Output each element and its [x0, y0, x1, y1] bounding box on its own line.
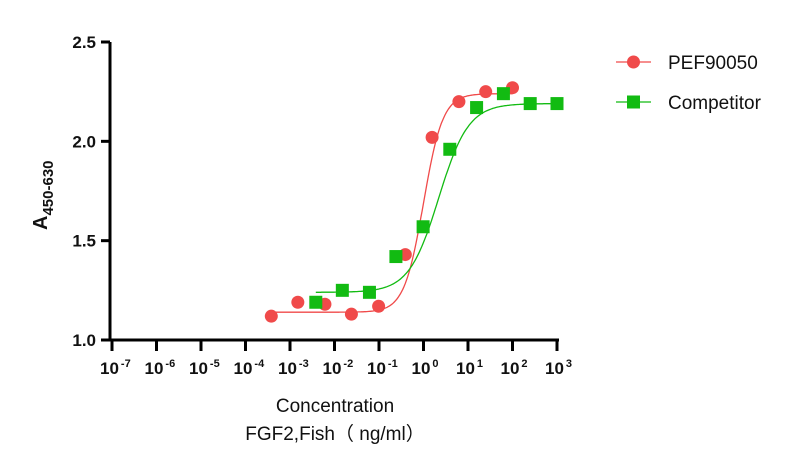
- x-tick-exponent: -6: [165, 358, 175, 370]
- x-axis-label: Concentration: [276, 396, 394, 417]
- fit-curves: [271, 93, 557, 313]
- legend-label: PEF90050: [668, 53, 758, 74]
- x-tick-label: 10 -4: [234, 358, 266, 378]
- data-point-competitor: [550, 97, 564, 111]
- legend: PEF90050 Competitor: [616, 53, 762, 114]
- x-tick-label: 10 1: [456, 358, 483, 378]
- y-tick-label: 1.5: [72, 232, 96, 251]
- axes: [101, 40, 559, 351]
- data-point-competitor: [389, 250, 403, 264]
- data-point-competitor: [416, 220, 430, 234]
- x-tick-exponent: -7: [121, 358, 131, 370]
- y-axis-label-subscript: 450-630: [40, 160, 57, 215]
- x-tick-base: 10: [145, 359, 164, 378]
- x-tick-labels: 10 -7 10 -6 10 -5 10 -4 10 -3 10 -2 10 -1 10 0 10 1 10 2 10 3: [100, 358, 572, 378]
- data-point-pef90050: [264, 309, 278, 323]
- data-point-pef90050: [452, 95, 466, 109]
- legend-item-competitor: Competitor: [616, 93, 762, 114]
- y-tick-label: 1.0: [72, 331, 96, 350]
- x-tick-label: 10 -5: [189, 358, 220, 378]
- data-point-competitor: [335, 283, 349, 297]
- data-point-competitor: [496, 87, 510, 101]
- y-axis-label-main: A: [30, 216, 52, 230]
- x-tick-exponent: 0: [432, 358, 438, 370]
- legend-item-pef90050: PEF90050: [616, 53, 758, 74]
- data-point-competitor: [443, 142, 457, 156]
- data-point-competitor: [523, 97, 537, 111]
- x-tick-base: 10: [545, 359, 564, 378]
- x-tick-base: 10: [501, 359, 520, 378]
- legend-marker-circle-icon: [627, 55, 640, 69]
- x-tick-exponent: 3: [566, 358, 572, 370]
- data-point-competitor: [309, 295, 323, 309]
- legend-marker-square-icon: [627, 95, 640, 109]
- x-tick-base: 10: [278, 359, 297, 378]
- legend-label: Competitor: [668, 93, 762, 114]
- x-tick-label: 10 3: [545, 358, 572, 378]
- x-tick-exponent: -5: [210, 358, 220, 370]
- data-point-pef90050: [344, 307, 358, 321]
- x-tick-base: 10: [100, 359, 119, 378]
- x-tick-label: 10 0: [412, 358, 439, 378]
- y-tick-label: 2.5: [72, 33, 96, 52]
- x-tick-base: 10: [456, 359, 475, 378]
- x-tick-label: 10 -1: [367, 358, 398, 378]
- x-tick-base: 10: [234, 359, 253, 378]
- y-tick-labels: 1.0 1.5 2.0 2.5: [72, 33, 96, 350]
- x-tick-exponent: -4: [254, 358, 265, 370]
- x-tick-label: 10 2: [501, 358, 528, 378]
- x-tick-label: 10 -6: [145, 358, 176, 378]
- x-tick-label: 10 -2: [323, 358, 354, 378]
- x-tick-base: 10: [412, 359, 431, 378]
- fit-curve-competitor: [315, 103, 557, 293]
- x-tick-exponent: -2: [343, 358, 353, 370]
- x-tick-base: 10: [189, 359, 208, 378]
- x-tick-label: 10 -7: [100, 358, 131, 378]
- data-point-pef90050: [291, 295, 305, 309]
- x-tick-base: 10: [323, 359, 342, 378]
- x-tick-label: 10 -3: [278, 358, 309, 378]
- y-axis-label: A450-630: [30, 160, 57, 230]
- x-tick-exponent: 2: [521, 358, 527, 370]
- data-points: [264, 81, 564, 323]
- y-tick-label: 2.0: [72, 132, 96, 151]
- data-point-competitor: [470, 101, 484, 115]
- data-point-competitor: [362, 285, 376, 299]
- x-axis-label-units: FGF2,Fish（ ng/ml）: [245, 423, 424, 445]
- x-tick-exponent: -3: [299, 358, 309, 370]
- x-tick-exponent: -1: [388, 358, 398, 370]
- data-point-pef90050: [479, 85, 493, 99]
- fit-curve-pef90050: [271, 93, 513, 313]
- data-point-pef90050: [425, 130, 439, 144]
- data-point-pef90050: [372, 299, 386, 313]
- x-tick-exponent: 1: [477, 358, 483, 370]
- x-tick-base: 10: [367, 359, 386, 378]
